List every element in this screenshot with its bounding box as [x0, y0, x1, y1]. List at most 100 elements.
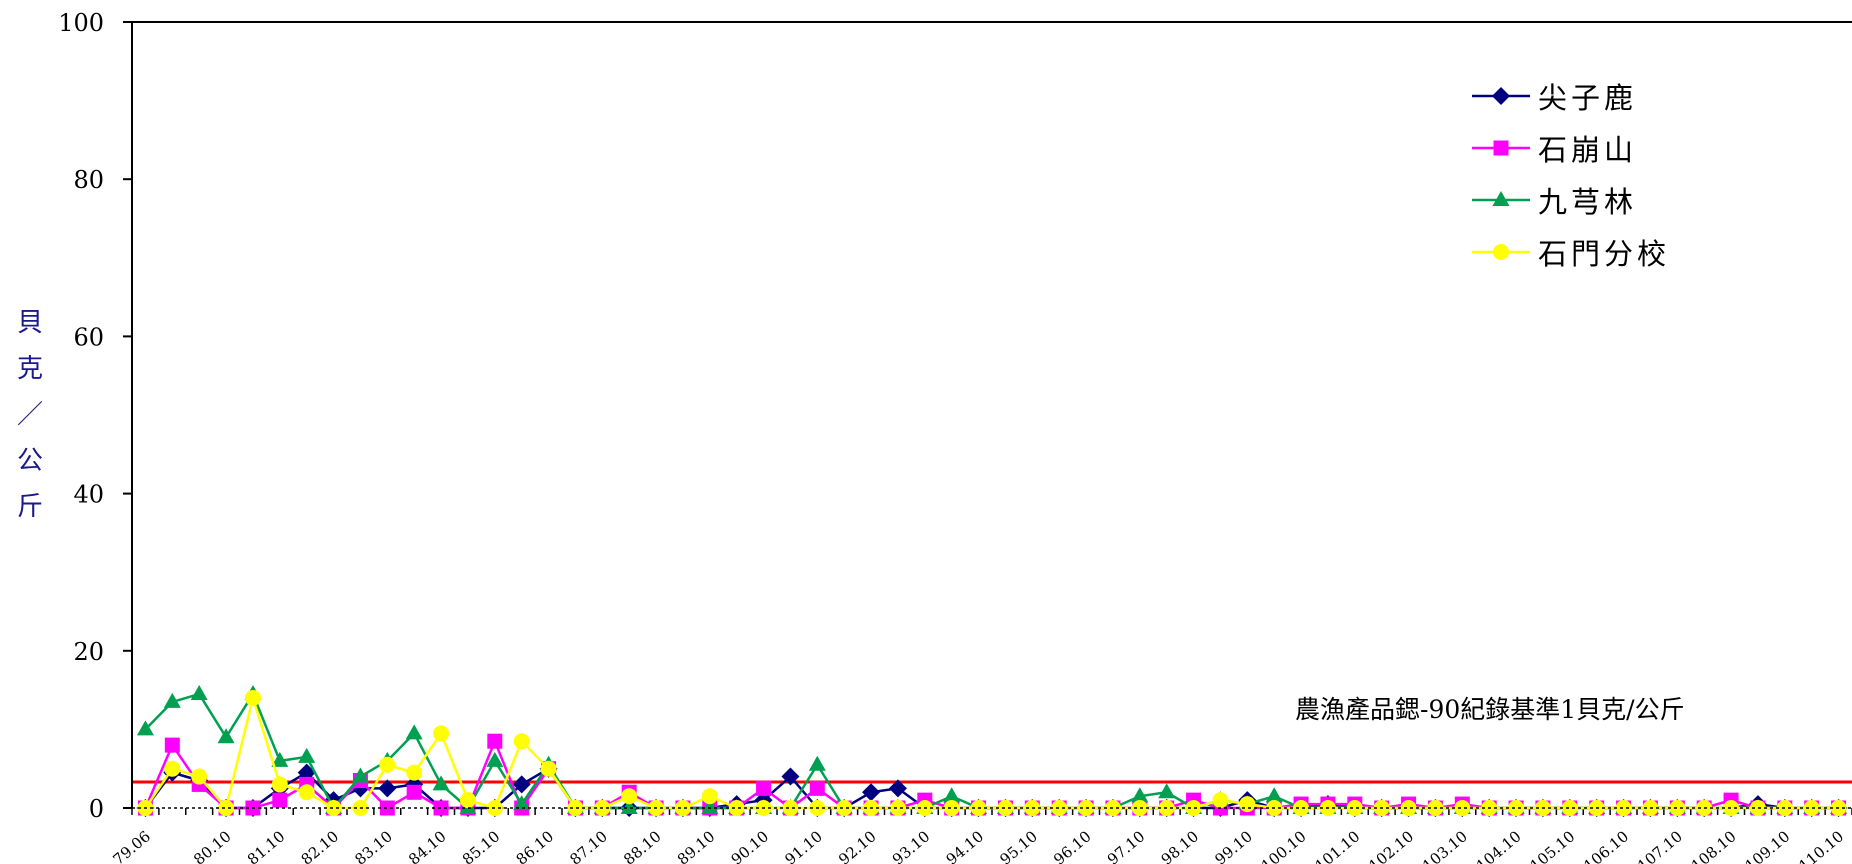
- data-point: [1669, 800, 1686, 816]
- data-point: [1185, 800, 1202, 816]
- x-axis-ticks: 79.06 80.10 81.10 82.10 83.10 84.10 85.10 86.10…: [110, 808, 1852, 864]
- y-axis-label-char: 斤: [16, 492, 43, 522]
- data-point: [1454, 800, 1471, 816]
- x-tick-label: 107.10: [1634, 827, 1686, 864]
- data-point: [163, 692, 181, 708]
- x-tick-label: 81.10: [244, 827, 288, 864]
- data-point: [1803, 800, 1820, 816]
- x-tick-label: 93.10: [889, 827, 933, 864]
- data-point: [1131, 800, 1148, 816]
- legend-label: 石門分校: [1538, 237, 1671, 271]
- data-point: [1239, 796, 1256, 813]
- data-point: [620, 799, 638, 814]
- x-tick-label: 102.10: [1365, 827, 1417, 864]
- data-point: [1051, 800, 1068, 816]
- data-point: [190, 685, 208, 701]
- x-tick-label: 87.10: [566, 827, 610, 864]
- data-point: [1158, 783, 1176, 799]
- data-point: [405, 724, 423, 740]
- data-point: [756, 780, 772, 796]
- y-axis-label-char: 貝: [16, 308, 43, 338]
- x-tick-label: 84.10: [405, 827, 449, 864]
- data-point: [433, 800, 449, 816]
- x-tick-label: 92.10: [835, 827, 879, 864]
- axes: [131, 21, 1852, 809]
- x-tick-label: 89.10: [674, 827, 718, 864]
- data-point: [379, 756, 396, 773]
- data-point: [406, 784, 422, 800]
- data-point: [512, 775, 531, 794]
- data-point: [271, 776, 288, 793]
- x-tick-label: 83.10: [351, 827, 395, 864]
- y-axis-label-char: 公: [16, 446, 43, 476]
- y-axis-ticks: 0 20 40 60 80 100: [58, 9, 132, 823]
- data-point: [325, 800, 342, 816]
- legend-marker: [1493, 244, 1509, 260]
- data-point: [701, 799, 719, 814]
- data-point: [1508, 800, 1525, 816]
- legend-swatch: [1472, 191, 1530, 206]
- x-tick-label: 96.10: [1050, 827, 1094, 864]
- data-point: [808, 755, 826, 771]
- data-point: [218, 800, 235, 816]
- data-point: [809, 780, 825, 796]
- legend-label: 九芎林: [1538, 185, 1638, 219]
- x-tick-label: 103.10: [1419, 827, 1471, 864]
- data-point: [888, 779, 907, 798]
- data-point: [1561, 800, 1578, 816]
- data-point: [298, 784, 315, 801]
- legend-label: 石崩山: [1538, 133, 1638, 167]
- x-tick-label: 110.10: [1795, 827, 1847, 864]
- legend: 尖子鹿石崩山九芎林石門分校: [1470, 70, 1670, 278]
- data-point: [943, 787, 961, 803]
- data-point: [621, 788, 638, 805]
- x-tick-label: 95.10: [996, 827, 1040, 864]
- data-point: [379, 800, 395, 816]
- y-tick-label: 100: [58, 9, 104, 37]
- legend-marker: [1492, 191, 1510, 206]
- data-point: [540, 760, 557, 777]
- data-point: [459, 792, 476, 809]
- x-tick-label: 86.10: [513, 827, 557, 864]
- x-tick-label: 98.10: [1158, 827, 1202, 864]
- legend-swatch: [1472, 244, 1530, 260]
- data-point: [1400, 800, 1417, 816]
- data-point: [164, 737, 180, 753]
- data-point: [1131, 787, 1149, 803]
- x-tick-label: 97.10: [1104, 827, 1148, 864]
- data-point: [351, 767, 369, 783]
- data-point: [782, 800, 799, 816]
- x-tick-label: 94.10: [943, 827, 987, 864]
- y-axis-label-char: ／: [16, 400, 43, 430]
- data-point: [433, 725, 450, 742]
- x-tick-label: 88.10: [620, 827, 664, 864]
- data-point: [244, 689, 261, 706]
- x-tick-label: 104.10: [1473, 827, 1525, 864]
- legend-item: 石崩山: [1470, 122, 1670, 174]
- y-tick-label: 20: [73, 638, 104, 666]
- data-point: [567, 800, 584, 816]
- x-tick-label: 101.10: [1312, 827, 1364, 864]
- data-point: [674, 800, 691, 816]
- data-point: [432, 775, 450, 791]
- data-point: [1615, 800, 1632, 816]
- legend-item: 石門分校: [1470, 226, 1670, 278]
- data-point: [997, 800, 1014, 816]
- x-tick-label: 85.10: [459, 827, 503, 864]
- data-point: [836, 800, 853, 816]
- data-point: [271, 751, 289, 767]
- data-point: [272, 792, 288, 808]
- x-tick-label: 82.10: [298, 827, 342, 864]
- data-point: [164, 760, 181, 777]
- y-tick-label: 60: [73, 323, 104, 351]
- x-tick-label: 79.06: [110, 827, 154, 864]
- y-axis-label-char: 克: [16, 354, 43, 384]
- x-tick-label: 99.10: [1211, 827, 1255, 864]
- legend-item: 九芎林: [1470, 174, 1670, 226]
- legend-label: 尖子鹿: [1538, 81, 1638, 115]
- data-point: [1265, 787, 1283, 803]
- legend-item: 尖子鹿: [1470, 70, 1670, 122]
- x-tick-label: 100.10: [1258, 827, 1310, 864]
- data-point: [728, 800, 745, 816]
